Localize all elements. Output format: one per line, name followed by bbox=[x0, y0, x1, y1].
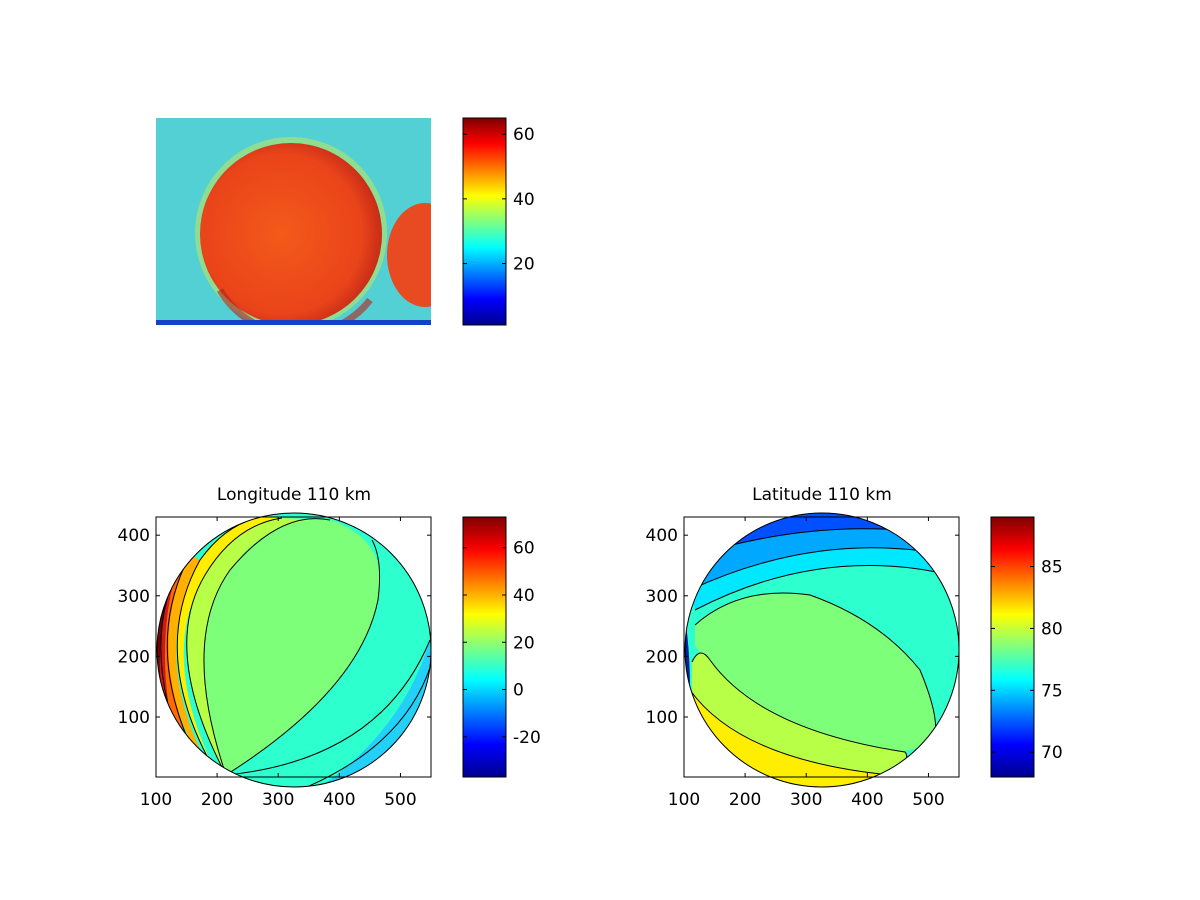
colorbar-image: 20 40 60 bbox=[462, 117, 535, 326]
latitude-xtick-label: 100 bbox=[668, 790, 700, 810]
colorbar-longitude-tick-label: 20 bbox=[513, 633, 535, 653]
colorbar-latitude-tick-label: 70 bbox=[1041, 743, 1063, 763]
colorbar-latitude-bar bbox=[990, 516, 1035, 778]
planet-disc bbox=[200, 143, 382, 325]
longitude-axis-ticks: 100 200 300 400 500 100 200 300 400 bbox=[118, 517, 431, 810]
colorbar-latitude: 70 75 80 85 bbox=[990, 516, 1063, 778]
longitude-band-darkorange bbox=[165, 555, 198, 760]
latitude-left-edge-dark bbox=[685, 600, 690, 690]
latitude-axis-ticks: 100 200 300 400 500 100 200 300 400 bbox=[646, 517, 959, 810]
longitude-xtick-label: 200 bbox=[201, 790, 233, 810]
colorbar-longitude: -20 0 20 40 60 bbox=[462, 516, 541, 778]
longitude-xtick-label: 500 bbox=[384, 790, 416, 810]
longitude-ytick-label: 100 bbox=[118, 708, 150, 728]
colorbar-longitude-tick-label: 0 bbox=[513, 681, 524, 701]
longitude-band-yellow bbox=[177, 515, 282, 760]
partial-disc bbox=[387, 203, 431, 307]
latitude-ytick-label: 400 bbox=[646, 526, 678, 546]
colorbar-longitude-bar bbox=[462, 516, 507, 778]
longitude-xtick-label: 100 bbox=[140, 790, 172, 810]
longitude-title: Longitude 110 km bbox=[217, 485, 371, 505]
longitude-band-orange bbox=[167, 555, 205, 760]
latitude-xtick-label: 500 bbox=[912, 790, 944, 810]
latitude-band-top-blue bbox=[685, 528, 959, 590]
colorbar-image-ticks: 20 40 60 bbox=[463, 125, 535, 275]
colorbar-longitude-tick-label: 40 bbox=[513, 586, 535, 606]
longitude-xtick-label: 300 bbox=[262, 790, 294, 810]
colorbar-longitude-tick-label: 60 bbox=[513, 539, 535, 559]
colorbar-latitude-tick-label: 75 bbox=[1041, 681, 1063, 701]
latitude-xtick-label: 200 bbox=[729, 790, 761, 810]
longitude-region-20 bbox=[203, 518, 380, 775]
colorbar-image-tick-label: 20 bbox=[513, 255, 535, 275]
colorbar-image-tick-label: 40 bbox=[513, 190, 535, 210]
image-panel: 20 40 60 bbox=[156, 117, 535, 326]
latitude-xtick-label: 300 bbox=[790, 790, 822, 810]
latitude-band-top-cyan bbox=[690, 547, 959, 610]
latitude-panel: Latitude 110 km bbox=[646, 485, 1063, 810]
longitude-ytick-label: 400 bbox=[118, 526, 150, 546]
colorbar-longitude-ticks: -20 0 20 40 60 bbox=[463, 539, 541, 748]
latitude-ytick-label: 200 bbox=[646, 647, 678, 667]
longitude-ytick-label: 300 bbox=[118, 587, 150, 607]
latitude-xtick-label: 400 bbox=[851, 790, 883, 810]
dark-limb bbox=[216, 288, 373, 325]
longitude-axes-box bbox=[155, 516, 432, 778]
colorbar-longitude-tick-label: -20 bbox=[513, 728, 541, 748]
longitude-ytick-label: 200 bbox=[118, 647, 150, 667]
colorbar-latitude-tick-label: 80 bbox=[1041, 619, 1063, 639]
longitude-panel: Longitude 110 km bbox=[118, 485, 541, 810]
latitude-ytick-label: 300 bbox=[646, 587, 678, 607]
colorbar-latitude-ticks: 70 75 80 85 bbox=[991, 558, 1063, 763]
latitude-axes-box bbox=[683, 516, 960, 778]
image-plot bbox=[156, 118, 431, 325]
colorbar-image-tick-label: 60 bbox=[513, 125, 535, 145]
latitude-title: Latitude 110 km bbox=[752, 485, 892, 505]
colorbar-latitude-tick-label: 85 bbox=[1041, 558, 1063, 578]
latitude-ytick-label: 100 bbox=[646, 708, 678, 728]
longitude-xtick-label: 400 bbox=[323, 790, 355, 810]
colorbar-image-bar bbox=[462, 117, 507, 326]
